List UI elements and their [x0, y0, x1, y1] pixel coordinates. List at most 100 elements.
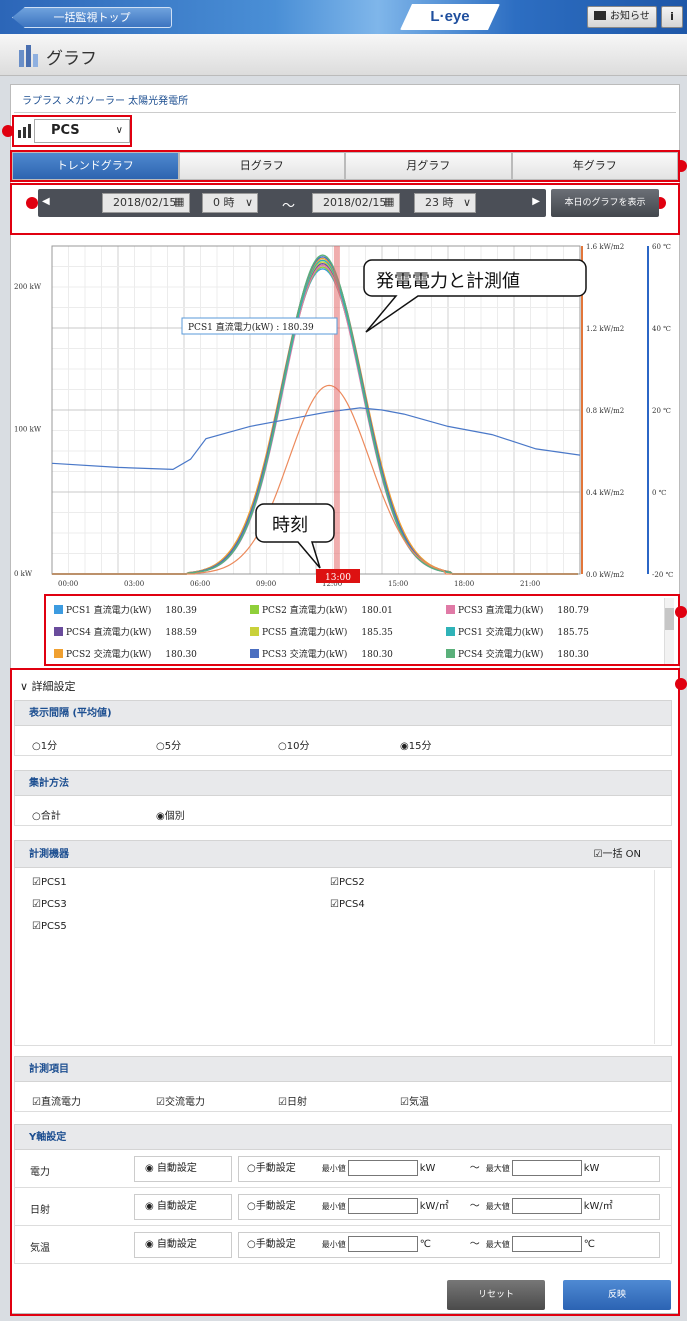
radio-icon: ○: [32, 741, 41, 752]
calendar-icon[interactable]: ▦: [174, 195, 185, 208]
time-cursor[interactable]: [333, 246, 340, 574]
radio-icon: ○: [32, 811, 41, 822]
radio-icon: ○: [278, 741, 287, 752]
end-hour-select[interactable]: 23 時 ∨: [414, 193, 476, 213]
manual-setting-radio[interactable]: ○手動設定 最小値 ℃ 〜最大値 ℃: [238, 1232, 660, 1258]
item-checkbox[interactable]: ☑直流電力: [32, 1093, 81, 1108]
legend-series-value: 188.59: [165, 628, 197, 638]
legend-series-value: 180.30: [361, 650, 393, 660]
auto-setting-radio[interactable]: ◉ 自動設定: [134, 1194, 232, 1220]
yaxis-section-title: Y軸設定: [14, 1124, 672, 1150]
interval-radio[interactable]: ◉15分: [400, 737, 431, 752]
notice-button[interactable]: お知らせ: [587, 6, 657, 28]
apply-button[interactable]: 反映: [563, 1280, 671, 1310]
y-right-temp-label: 20 ℃: [652, 407, 671, 415]
y-right-irradiance-label: 1.2 kW/m2: [586, 325, 624, 333]
show-today-button[interactable]: 本日のグラフを表示: [551, 189, 659, 217]
device-checkbox[interactable]: ☑PCS5: [32, 921, 67, 932]
legend-scrollbar[interactable]: [664, 598, 674, 664]
y-right-temp-label: 0 ℃: [652, 489, 667, 497]
details-toggle[interactable]: ∨ 詳細設定: [20, 678, 76, 694]
x-tick-label: 03:00: [124, 580, 144, 588]
aggregate-radio[interactable]: ○合計: [32, 807, 61, 822]
chevron-down-icon: ∨: [20, 680, 32, 693]
device-checkbox[interactable]: ☑PCS1: [32, 877, 67, 888]
all-on-checkbox[interactable]: ☑一括 ON: [593, 849, 642, 860]
legend-series-name: PCS2 直流電力(kW): [262, 606, 348, 616]
checkbox-label: PCS4: [338, 899, 365, 910]
tab-trend[interactable]: トレンドグラフ: [12, 152, 179, 180]
title-bar: グラフ: [0, 34, 687, 76]
item-checkbox[interactable]: ☑気温: [400, 1093, 429, 1108]
info-button[interactable]: i: [661, 6, 683, 28]
max-input[interactable]: [511, 1236, 582, 1252]
unit-label: kW/㎡: [419, 1201, 449, 1212]
manual-setting-radio[interactable]: ○手動設定 最小値 kW/㎡ 〜最大値 kW/㎡: [238, 1194, 660, 1220]
legend-series-value: 180.39: [165, 606, 197, 616]
interval-radio[interactable]: ○5分: [156, 737, 181, 752]
prev-arrow-icon[interactable]: ◀: [42, 196, 50, 207]
max-input[interactable]: [511, 1198, 582, 1214]
legend-item: PCS3 交流電力(kW) 180.30: [250, 647, 393, 660]
legend-series-value: 185.35: [361, 628, 393, 638]
interval-radio[interactable]: ○1分: [32, 737, 57, 752]
back-to-overview-button[interactable]: 一括監視トップ: [12, 7, 172, 28]
legend-item: PCS4 交流電力(kW) 180.30: [446, 647, 589, 660]
radio-label: 自動設定: [156, 1201, 197, 1212]
item-checkbox[interactable]: ☑日射: [278, 1093, 307, 1108]
tooltip-text: PCS1 直流電力(kW) : 180.39: [188, 321, 314, 333]
next-arrow-icon[interactable]: ▶: [532, 196, 540, 207]
max-input[interactable]: [511, 1160, 582, 1176]
manual-setting-radio[interactable]: ○手動設定 最小値 kW 〜最大値 kW: [238, 1156, 660, 1182]
cursor-time-badge: [316, 569, 360, 583]
radio-checked-icon: ◉: [156, 811, 165, 822]
legend-swatch: [250, 605, 259, 614]
min-input[interactable]: [347, 1160, 418, 1176]
checkbox-label: PCS2: [338, 877, 365, 888]
y-right-irradiance-label: 0.0 kW/m2: [586, 571, 624, 579]
tab-year[interactable]: 年グラフ: [511, 152, 678, 180]
radio-icon: ○: [156, 741, 165, 752]
device-list-scrollbar[interactable]: [654, 870, 670, 1044]
min-input[interactable]: [347, 1236, 418, 1252]
tab-month[interactable]: 月グラフ: [345, 152, 512, 180]
yaxis-row-label: 電力: [30, 1167, 50, 1178]
calendar-icon[interactable]: ▦: [384, 195, 395, 208]
checkbox-label: PCS1: [40, 877, 67, 888]
item-checkbox[interactable]: ☑交流電力: [156, 1093, 205, 1108]
tab-day[interactable]: 日グラフ: [178, 152, 345, 180]
chart-legend: PCS1 直流電力(kW) 180.39 PCS2 直流電力(kW) 180.01 PC…: [46, 597, 674, 665]
start-hour-value: 0 時: [213, 196, 235, 209]
device-checkbox[interactable]: ☑PCS4: [330, 899, 365, 910]
device-checkbox[interactable]: ☑PCS2: [330, 877, 365, 888]
plant-name: ラプラス メガソーラー 太陽光発電所: [22, 96, 189, 107]
y-left-tick-label: 100 kW: [14, 425, 42, 433]
radio-label: 1分: [40, 741, 58, 752]
yaxis-row: [14, 1188, 672, 1226]
auto-setting-radio[interactable]: ◉ 自動設定: [134, 1232, 232, 1258]
end-date-value: 2018/02/15: [323, 196, 387, 209]
reset-button[interactable]: リセット: [447, 1280, 545, 1310]
checkbox-label: 日射: [286, 1097, 307, 1108]
auto-setting-radio[interactable]: ◉ 自動設定: [134, 1156, 232, 1182]
annotation-dot: [675, 160, 687, 172]
start-date-field[interactable]: 2018/02/15: [102, 193, 190, 213]
devices-title: 計測機器: [29, 849, 69, 860]
end-date-field[interactable]: 2018/02/15: [312, 193, 400, 213]
checkbox-checked-icon: ☑: [156, 1097, 165, 1108]
device-checkbox[interactable]: ☑PCS3: [32, 899, 67, 910]
x-tick-label: 12:00: [322, 580, 342, 588]
start-hour-select[interactable]: 0 時 ∨: [202, 193, 258, 213]
devices-section-title: 計測機器 ☑一括 ON: [14, 840, 672, 868]
checkbox-checked-icon: ☑: [32, 877, 41, 888]
device-select[interactable]: PCS ∨: [34, 119, 130, 143]
y-right-temp-label: 60 ℃: [652, 243, 671, 251]
radio-icon: ○: [247, 1163, 256, 1174]
interval-radio[interactable]: ○10分: [278, 737, 309, 752]
x-tick-label: 09:00: [256, 580, 276, 588]
min-input[interactable]: [347, 1198, 418, 1214]
callout-bubble: [255, 503, 335, 569]
yaxis-title: Y軸設定: [29, 1132, 67, 1143]
unit-label: kW: [419, 1163, 436, 1174]
aggregate-radio[interactable]: ◉個別: [156, 807, 185, 822]
